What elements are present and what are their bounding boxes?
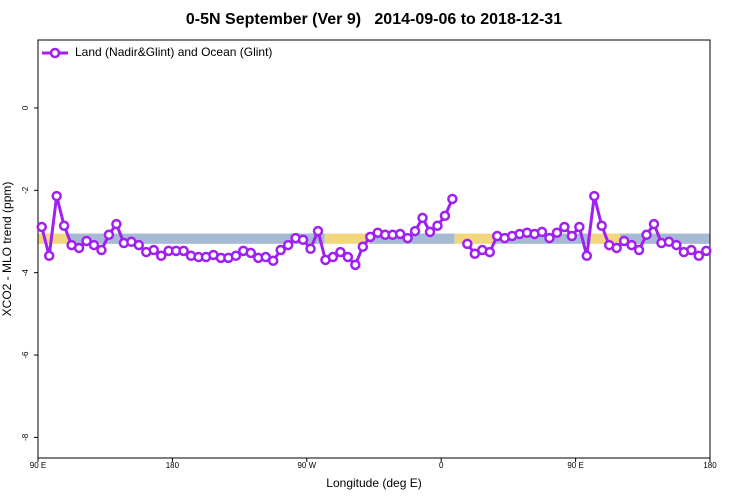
point (148, 244, 159, 256)
x-tick-label: 180 (166, 461, 180, 470)
point (686, 244, 697, 256)
x-tick-label: 90 E (30, 461, 46, 470)
point (641, 229, 652, 241)
point (342, 251, 354, 263)
point (693, 250, 705, 262)
point (633, 244, 645, 256)
x-tick-label: 180 (703, 461, 717, 470)
point (88, 239, 100, 251)
point (432, 220, 443, 231)
point (178, 245, 189, 257)
band-segment (324, 233, 370, 244)
y-axis-label: XCO2 - MLO trend (ppm) (0, 182, 14, 317)
y-tick-label: -8 (21, 433, 30, 441)
point (155, 250, 167, 262)
band-segment (494, 233, 591, 244)
y-tick-label: -2 (21, 186, 30, 194)
point (282, 239, 294, 251)
point (43, 250, 55, 262)
point (566, 230, 578, 242)
point (133, 239, 145, 251)
point (439, 210, 451, 222)
point (409, 225, 421, 237)
point (701, 245, 712, 257)
legend-marker (49, 47, 61, 59)
point (357, 241, 369, 252)
point (484, 246, 495, 258)
point (103, 229, 115, 241)
point (305, 243, 316, 255)
x-tick-label: 90 W (297, 461, 316, 470)
point (581, 250, 593, 262)
point (447, 193, 458, 205)
point (297, 234, 309, 245)
point (36, 221, 47, 233)
x-axis-label: Longitude (deg E) (326, 476, 421, 490)
y-tick-label: -6 (21, 351, 30, 359)
x-tick-label: 90 E (567, 461, 583, 470)
point (574, 221, 585, 233)
point (335, 246, 346, 258)
point (96, 244, 107, 256)
y-tick-label: 0 (21, 105, 30, 110)
point (267, 255, 279, 266)
point (394, 228, 406, 240)
point (596, 220, 607, 231)
x-tick-label: 0 (439, 461, 444, 470)
point (327, 251, 339, 263)
point (81, 235, 92, 247)
point (402, 232, 413, 244)
y-tick-label: -4 (21, 269, 30, 277)
point (275, 244, 286, 256)
point (58, 220, 70, 231)
point (671, 239, 682, 251)
point (626, 239, 637, 251)
point (365, 231, 376, 243)
point (536, 226, 548, 238)
point (551, 227, 563, 238)
point (417, 212, 428, 224)
band-segment (454, 233, 495, 244)
point (350, 259, 361, 271)
point (589, 190, 600, 202)
point (230, 250, 242, 262)
band-segment (38, 233, 68, 244)
point (51, 190, 62, 202)
point (245, 247, 257, 259)
point (611, 242, 622, 254)
chart-title: 0-5N September (Ver 9) 2014-09-06 to 201… (186, 11, 562, 28)
point (73, 242, 85, 254)
point (544, 232, 555, 244)
point (648, 218, 660, 230)
band-segment (67, 233, 325, 244)
point (111, 218, 122, 230)
point (424, 226, 436, 238)
point (312, 225, 324, 237)
point (618, 235, 630, 247)
point (559, 221, 570, 233)
legend-label: Land (Nadir&Glint) and Ocean (Glint) (75, 45, 272, 59)
point (462, 238, 473, 250)
